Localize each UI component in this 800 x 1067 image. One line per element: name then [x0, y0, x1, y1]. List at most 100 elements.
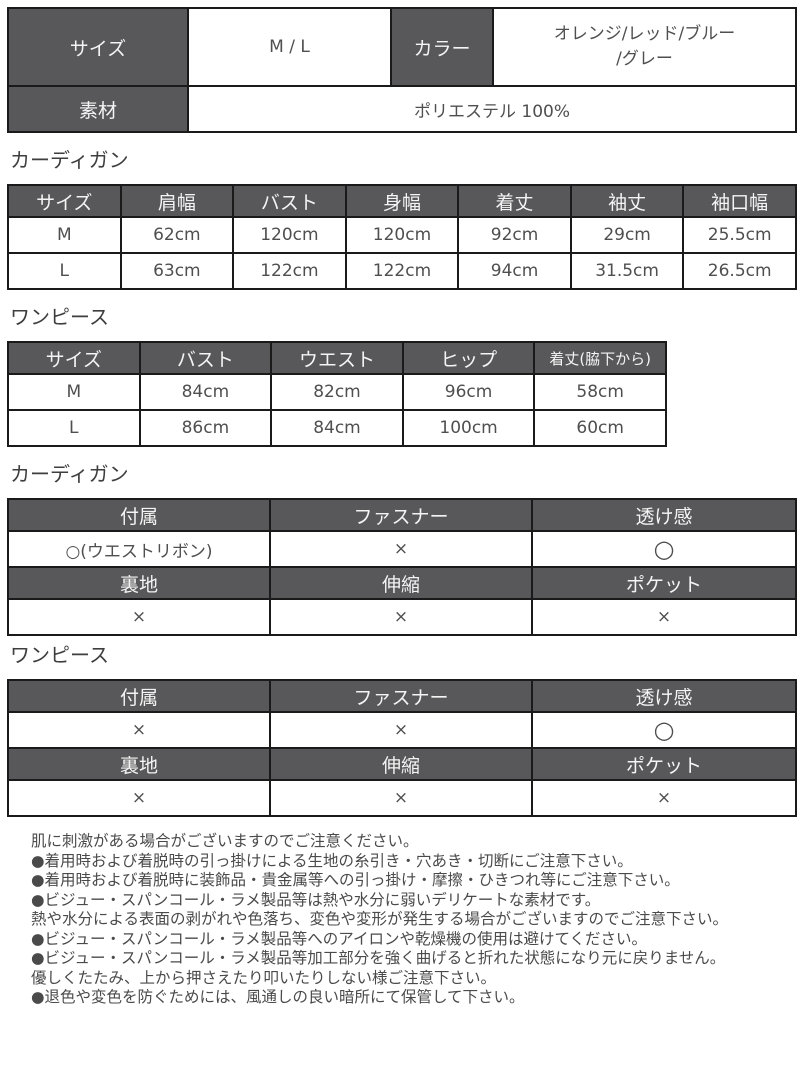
header-cell: 身幅: [344, 184, 460, 218]
care-note-line: 優しくたたみ、上から押さえたり叩いたりしない様ご注意下さい。: [31, 968, 497, 987]
info-size-header: サイズ: [7, 7, 189, 87]
value-cell: 120cm: [344, 216, 460, 254]
product-spec-page: サイズ M / L カラー オレンジ/レッド/ブルー /グレー 素材 ポリエステ…: [7, 7, 800, 1008]
value-cell: 31.5cm: [569, 252, 685, 290]
table-header-row: 付属 ファスナー 透け感: [7, 498, 797, 532]
header-cell: 透け感: [531, 679, 797, 713]
header-cell: 伸縮: [269, 566, 533, 600]
info-material-value: ポリエステル 100%: [187, 85, 797, 133]
care-note-line: 肌に刺激がある場合がございますのでご注意ください。: [31, 832, 419, 850]
care-note-line: ●ビジュー・スパンコール・ラメ製品等へのアイロンや乾燥機の使用は避けてください。: [31, 929, 648, 948]
value-cell: ×: [7, 779, 271, 817]
value-cell: ○(ウエストリボン): [7, 530, 271, 568]
table-row: × × ×: [7, 598, 797, 636]
header-cell: 裏地: [7, 566, 271, 600]
header-cell: 着丈: [457, 184, 572, 218]
value-cell: ×: [531, 779, 797, 817]
value-cell: 122cm: [344, 252, 460, 290]
care-note-line: ●着用時および着脱時に装飾品・貴金属等への引っ掛け・摩擦・ひきつれ等にご注意下さ…: [31, 871, 680, 889]
onepiece-size-table: サイズ バスト ウエスト ヒップ 着丈(脇下から) M 84cm 82cm 96…: [7, 341, 667, 447]
header-cell: サイズ: [7, 184, 122, 218]
value-cell: 29cm: [569, 216, 685, 254]
value-cell: ×: [269, 711, 533, 749]
section-label-onepiece-size: ワンピース: [10, 305, 109, 329]
value-cell: 92cm: [457, 216, 572, 254]
care-note-line: ●着用時および着脱時の引っ掛けによる生地の糸引き・穴あき・切断にご注意下さい。: [31, 851, 633, 870]
care-note-line: ●退色や変色を防ぐためには、風通しの良い暗所にて保管して下さい。: [31, 988, 525, 1006]
header-cell: 透け感: [531, 498, 797, 532]
value-cell: 26.5cm: [682, 252, 797, 290]
value-cell: 120cm: [232, 216, 347, 254]
cardigan-size-table: サイズ 肩幅 バスト 身幅 着丈 袖丈 袖口幅 M 62cm 120cm 120…: [7, 184, 797, 290]
info-material-header: 素材: [7, 85, 189, 133]
header-cell: サイズ: [7, 341, 141, 375]
value-cell: 96cm: [401, 373, 536, 411]
table-header-row: 付属 ファスナー 透け感: [7, 679, 797, 713]
value-cell: 62cm: [119, 216, 235, 254]
product-info-table: サイズ M / L カラー オレンジ/レッド/ブルー /グレー 素材 ポリエステ…: [7, 7, 797, 133]
info-color-value: オレンジ/レッド/ブルー /グレー: [492, 7, 797, 87]
header-cell: ヒップ: [401, 341, 536, 375]
value-cell: 63cm: [119, 252, 235, 290]
value-cell: ×: [269, 598, 533, 636]
value-cell: 94cm: [457, 252, 572, 290]
header-cell: 付属: [7, 498, 271, 532]
care-note-line: ●ビジュー・スパンコール・ラメ製品等加工部分を強く曲げると折れた状態になり元に戻…: [31, 949, 726, 967]
header-cell: ファスナー: [269, 498, 533, 532]
header-cell: バスト: [232, 184, 347, 218]
value-cell: 60cm: [533, 409, 667, 447]
table-header-row: 裏地 伸縮 ポケット: [7, 747, 797, 781]
table-header-row: 裏地 伸縮 ポケット: [7, 566, 797, 600]
value-cell: L: [7, 409, 141, 447]
value-cell: 84cm: [138, 373, 273, 411]
value-cell: 82cm: [270, 373, 404, 411]
header-cell: ウエスト: [270, 341, 404, 375]
table-row: × × ×: [7, 779, 797, 817]
care-note-line: 熱や水分による表面の剥がれや色落ち、変色や変形が発生する場合がございますのでご注…: [31, 910, 729, 928]
header-cell: ポケット: [531, 566, 797, 600]
header-cell: 付属: [7, 679, 271, 713]
table-header-row: サイズ バスト ウエスト ヒップ 着丈(脇下から): [7, 341, 667, 375]
header-cell: 袖丈: [569, 184, 685, 218]
table-row: L 86cm 84cm 100cm 60cm: [7, 409, 667, 447]
value-cell: 86cm: [138, 409, 273, 447]
header-cell: 着丈(脇下から): [533, 341, 667, 375]
table-row: M 84cm 82cm 96cm 58cm: [7, 373, 667, 411]
section-label-cardigan-size: カーディガン: [10, 148, 129, 172]
value-cell: ×: [7, 598, 271, 636]
value-cell: ×: [269, 779, 533, 817]
section-label-onepiece-spec: ワンピース: [10, 643, 109, 667]
table-row: ○(ウエストリボン) × ○: [7, 530, 797, 568]
table-row: L 63cm 122cm 122cm 94cm 31.5cm 26.5cm: [7, 252, 797, 290]
value-cell: M: [7, 373, 141, 411]
value-cell: 100cm: [401, 409, 536, 447]
table-row: M 62cm 120cm 120cm 92cm 29cm 25.5cm: [7, 216, 797, 254]
onepiece-spec-table: 付属 ファスナー 透け感 × × ○ 裏地 伸縮 ポケット × × ×: [7, 679, 797, 817]
header-cell: 袖口幅: [682, 184, 797, 218]
header-cell: 肩幅: [119, 184, 235, 218]
value-cell: 84cm: [270, 409, 404, 447]
value-cell: ○: [531, 530, 797, 568]
value-cell: 58cm: [533, 373, 667, 411]
value-cell: ×: [531, 598, 797, 636]
table-header-row: サイズ 肩幅 バスト 身幅 着丈 袖丈 袖口幅: [7, 184, 797, 218]
info-size-value: M / L: [187, 7, 392, 87]
care-note-line: ●ビジュー・スパンコール・ラメ製品等は熱や水分に弱いデリケートな素材です。: [31, 890, 601, 909]
header-cell: ポケット: [531, 747, 797, 781]
value-cell: L: [7, 252, 122, 290]
care-notes: 肌に刺激がある場合がございますのでご注意ください。 ●着用時および着脱時の引っ掛…: [31, 832, 800, 1008]
info-color-header: カラー: [390, 7, 494, 87]
header-cell: バスト: [138, 341, 273, 375]
cardigan-spec-table: 付属 ファスナー 透け感 ○(ウエストリボン) × ○ 裏地 伸縮 ポケット ×…: [7, 498, 797, 636]
header-cell: ファスナー: [269, 679, 533, 713]
table-row: × × ○: [7, 711, 797, 749]
header-cell: 裏地: [7, 747, 271, 781]
section-label-cardigan-spec: カーディガン: [10, 462, 129, 486]
value-cell: 122cm: [232, 252, 347, 290]
value-cell: 25.5cm: [682, 216, 797, 254]
value-cell: M: [7, 216, 122, 254]
header-cell: 伸縮: [269, 747, 533, 781]
value-cell: ×: [7, 711, 271, 749]
value-cell: ○: [531, 711, 797, 749]
value-cell: ×: [269, 530, 533, 568]
